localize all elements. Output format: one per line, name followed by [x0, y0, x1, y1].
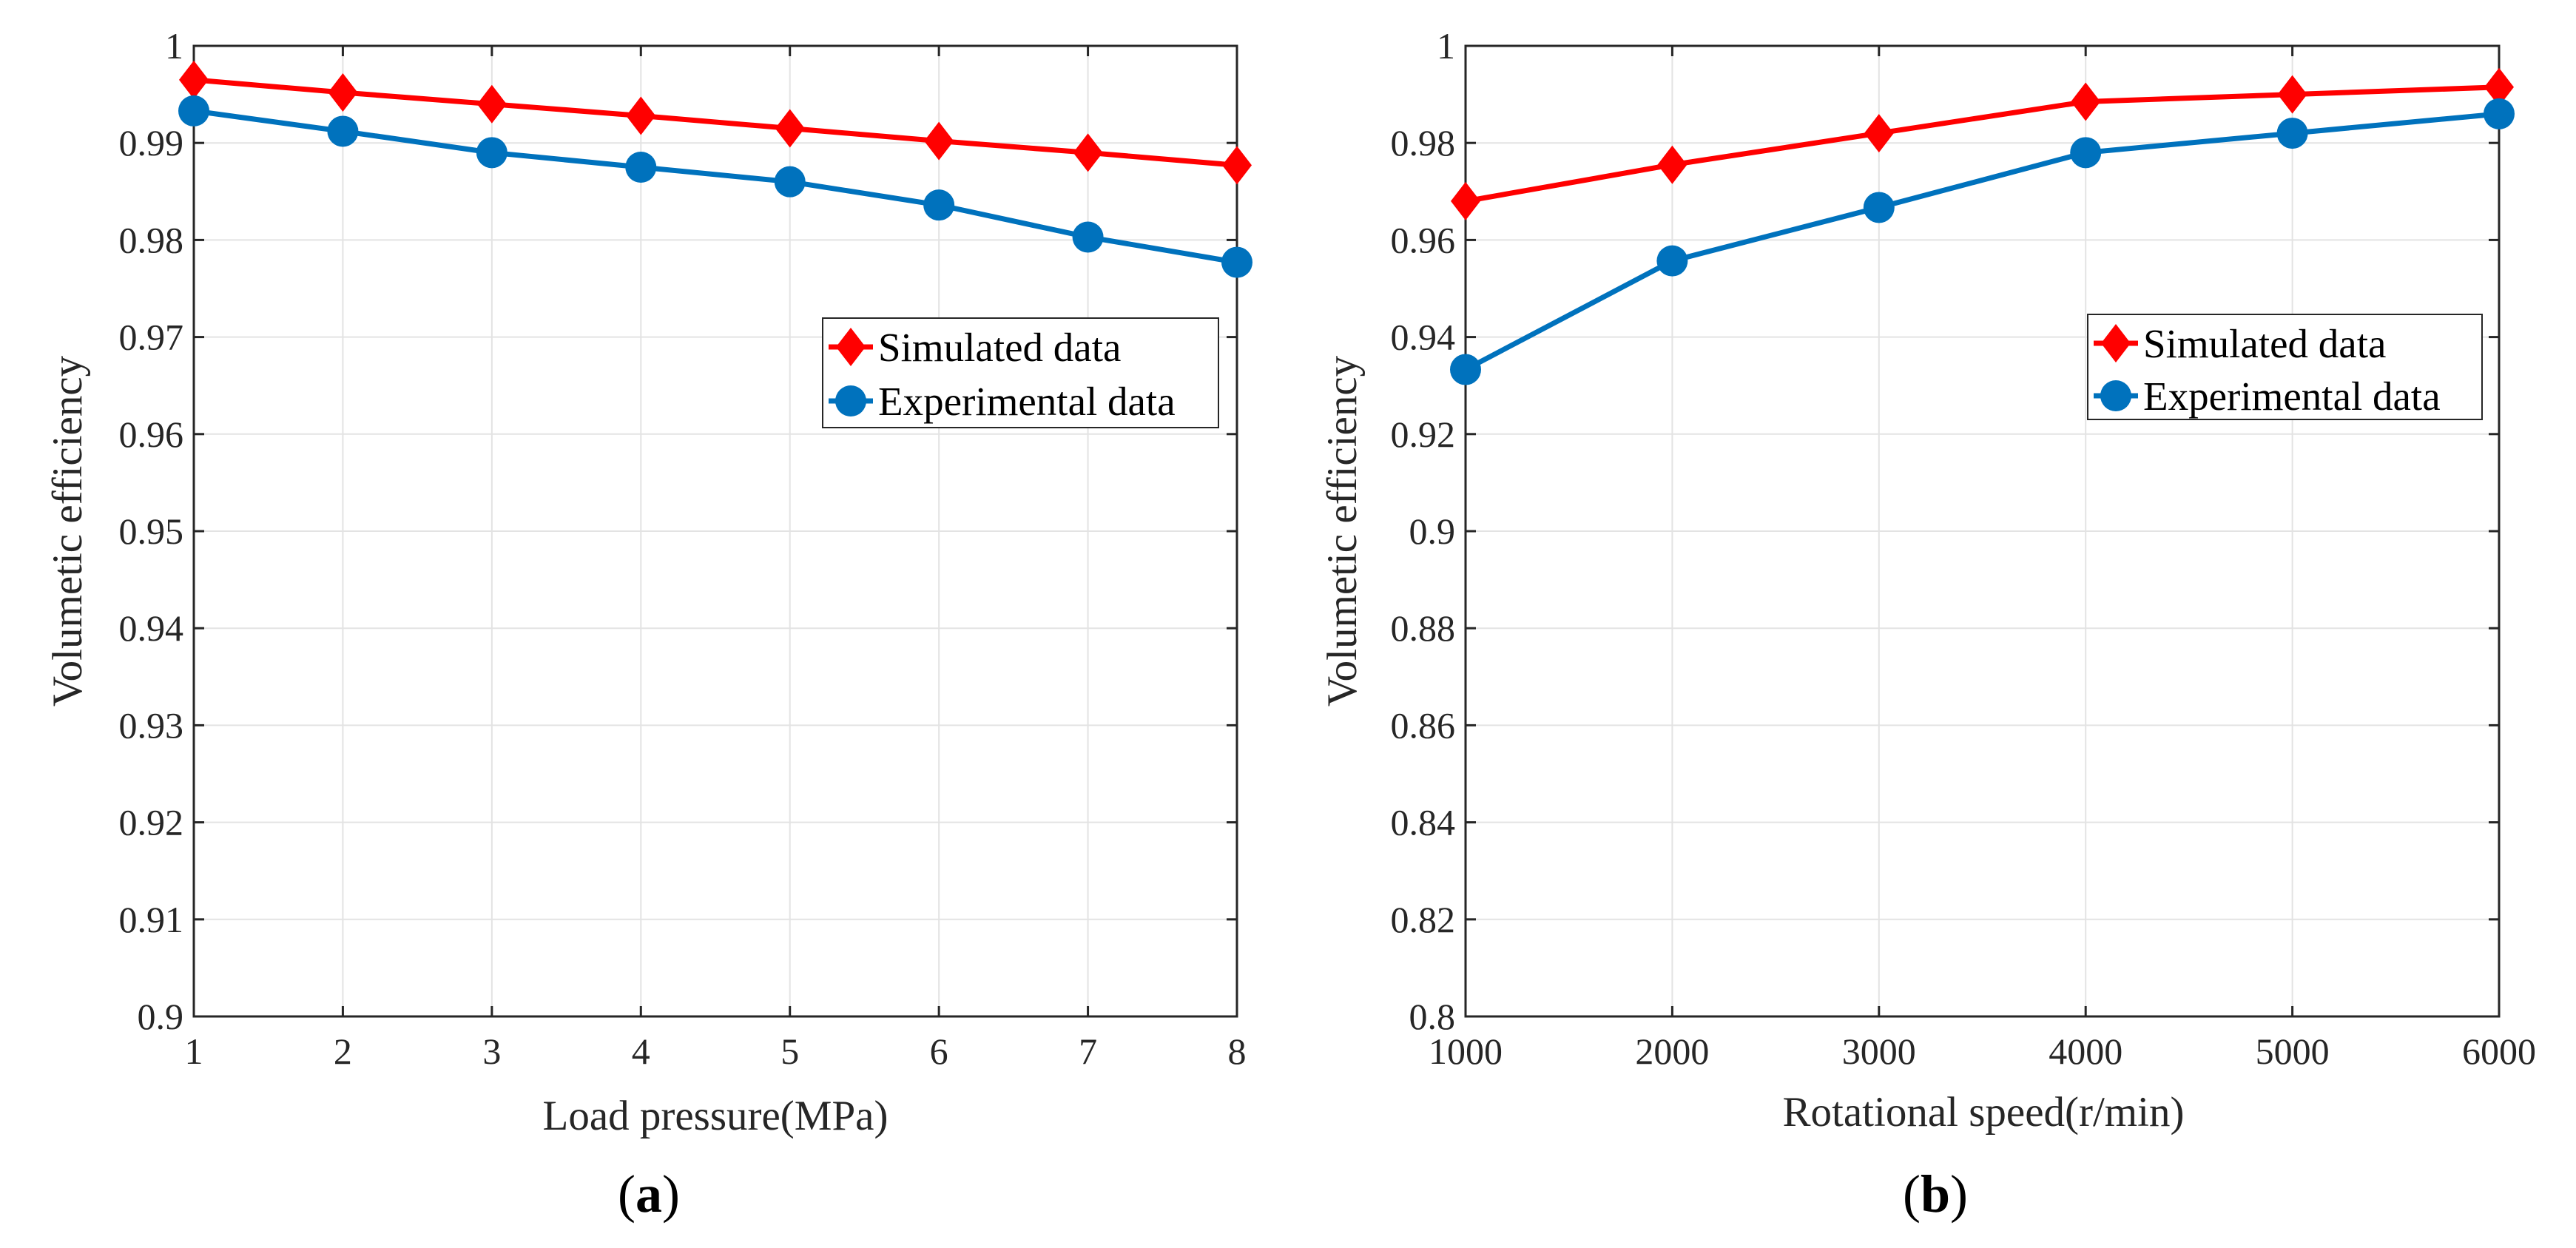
experimental-point-b-3 — [2070, 137, 2102, 169]
y-tick-label-a-7: 0.97 — [119, 317, 184, 358]
x-tick-label-b-1: 2000 — [1635, 1031, 1709, 1072]
y-tick-label-a-0: 0.9 — [138, 996, 184, 1037]
experimental-point-a-7 — [1221, 246, 1252, 278]
simulated-point-a-6 — [1073, 133, 1103, 172]
simulated-point-a-0 — [179, 60, 209, 99]
simulated-point-b-2 — [1864, 114, 1894, 153]
y-tick-label-a-10: 1 — [165, 25, 183, 67]
legend-marker-diamond-b — [2101, 324, 2131, 362]
legend-a: Simulated data Experimental data — [822, 317, 1219, 428]
y-tick-label-a-4: 0.94 — [119, 607, 184, 649]
x-tick-label-a-6: 7 — [1079, 1031, 1097, 1072]
simulated-point-b-0 — [1451, 181, 1480, 220]
legend-marker-diamond-a — [836, 328, 866, 366]
panel-letter-a: a — [635, 1164, 662, 1224]
y-tick-label-b-2: 0.84 — [1391, 802, 1456, 843]
panel-label-a: (a) — [618, 1164, 680, 1224]
series-a — [178, 60, 1252, 278]
legend-marker-circle-b — [2100, 380, 2131, 411]
experimental-point-b-0 — [1450, 354, 1481, 385]
experimental-point-a-4 — [774, 166, 806, 198]
y-tick-label-b-1: 0.82 — [1391, 899, 1456, 940]
x-tick-label-a-7: 8 — [1228, 1031, 1247, 1072]
simulated-point-b-3 — [2071, 82, 2101, 121]
legend-b: Simulated data Experimental data — [2087, 314, 2483, 420]
y-axis-label-a: Volumetic efficiency — [44, 355, 91, 706]
simulated-line-b — [1465, 84, 2500, 204]
simulated-point-a-4 — [775, 109, 805, 148]
x-tick-label-b-2: 3000 — [1842, 1031, 1916, 1072]
panel-label-b: (b) — [1903, 1164, 1968, 1224]
x-tick-label-a-1: 2 — [334, 1031, 352, 1072]
y-tick-label-b-8: 0.96 — [1391, 219, 1456, 260]
y-tick-label-b-0: 0.8 — [1409, 996, 1456, 1037]
legend-box-a — [822, 317, 1219, 428]
x-axis-label-b: Rotational speed(r/min) — [1783, 1089, 2185, 1136]
x-tick-label-b-3: 4000 — [2049, 1031, 2122, 1072]
y-tick-label-a-2: 0.92 — [119, 802, 184, 843]
simulated-line-a — [193, 77, 1238, 168]
y-tick-label-a-6: 0.96 — [119, 414, 184, 455]
x-tick-label-a-3: 4 — [632, 1031, 650, 1072]
x-tick-label-a-0: 1 — [185, 1031, 203, 1072]
y-tick-label-b-4: 0.88 — [1391, 607, 1456, 649]
experimental-point-a-2 — [476, 137, 508, 169]
legend-box-b — [2087, 314, 2483, 420]
simulated-point-b-1 — [1657, 145, 1687, 184]
legend-text-experimental-a: Experimental data — [878, 379, 1176, 424]
y-tick-label-a-8: 0.98 — [119, 219, 184, 260]
experimental-point-a-5 — [923, 189, 955, 221]
experimental-point-a-0 — [178, 95, 209, 127]
y-tick-label-a-5: 0.95 — [119, 510, 184, 552]
experimental-point-b-1 — [1656, 245, 1688, 277]
y-tick-label-b-5: 0.9 — [1409, 510, 1456, 552]
experimental-point-a-3 — [625, 152, 657, 183]
x-tick-label-b-5: 6000 — [2462, 1031, 2536, 1072]
x-tick-label-b-0: 1000 — [1429, 1031, 1503, 1072]
y-axis-label-b: Volumetic efficiency — [1319, 355, 1366, 706]
experimental-point-b-5 — [2484, 98, 2515, 129]
simulated-point-b-4 — [2277, 75, 2307, 114]
experimental-line-a — [193, 108, 1238, 266]
grid-b — [1465, 45, 2500, 1017]
simulated-point-a-5 — [924, 121, 954, 161]
experimental-point-a-6 — [1072, 221, 1104, 253]
y-tick-label-b-6: 0.92 — [1391, 414, 1456, 455]
y-tick-label-b-10: 1 — [1437, 25, 1455, 67]
experimental-point-b-4 — [2276, 118, 2308, 149]
ticks-b: 1000 2000 3000 4000 5000 6000 0.8 0.82 0.84 0.86 0… — [1391, 25, 2537, 1072]
chart-panel-b: 1000 2000 3000 4000 5000 6000 0.8 0.82 0.84 0.86 0… — [1319, 25, 2536, 1224]
grid-a — [193, 45, 1238, 1017]
x-tick-label-a-5: 6 — [930, 1031, 948, 1072]
y-tick-label-a-3: 0.93 — [119, 704, 184, 746]
simulated-point-b-5 — [2484, 67, 2514, 107]
experimental-point-a-1 — [327, 115, 359, 147]
legend-text-simulated-b: Simulated data — [2143, 321, 2386, 366]
chart-panel-a: 1 2 3 4 5 6 7 8 0.9 0.91 0.92 0.93 0.94 0.95 0.96 0.97 0… — [44, 25, 1252, 1224]
x-axis-label-a: Load pressure(MPa) — [543, 1093, 889, 1139]
x-tick-label-b-4: 5000 — [2256, 1031, 2330, 1072]
legend-text-experimental-b: Experimental data — [2143, 374, 2441, 419]
experimental-point-b-2 — [1863, 192, 1895, 223]
ticks-a: 1 2 3 4 5 6 7 8 0.9 0.91 0.92 0.93 0.94 0.95 0.96 0.97 0… — [119, 25, 1247, 1072]
y-tick-label-b-9: 0.98 — [1391, 122, 1456, 163]
x-tick-label-a-4: 5 — [780, 1031, 799, 1072]
experimental-line-b — [1464, 111, 2500, 372]
series-b — [1450, 67, 2515, 385]
simulated-point-a-2 — [476, 84, 507, 124]
y-tick-label-b-3: 0.86 — [1391, 704, 1456, 746]
simulated-point-a-3 — [626, 96, 656, 135]
simulated-point-a-7 — [1222, 146, 1252, 185]
x-tick-label-a-2: 3 — [482, 1031, 501, 1072]
legend-marker-circle-a — [835, 385, 866, 416]
panel-letter-b: b — [1921, 1164, 1950, 1224]
simulated-point-a-1 — [328, 72, 358, 112]
y-tick-label-a-9: 0.99 — [119, 122, 184, 163]
y-tick-label-a-1: 0.91 — [119, 899, 184, 940]
y-tick-label-b-7: 0.94 — [1391, 317, 1456, 358]
legend-text-simulated-a: Simulated data — [878, 325, 1121, 370]
